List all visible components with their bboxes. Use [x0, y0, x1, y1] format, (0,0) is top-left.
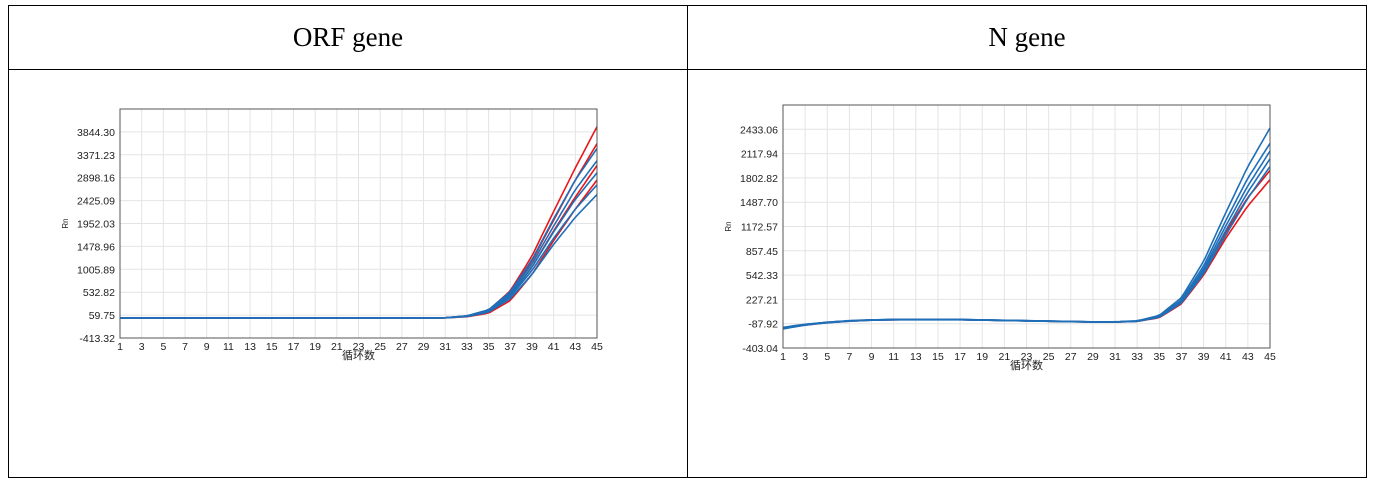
y-tick-label: -87.92 [748, 319, 778, 331]
figure-table: ORF gene N gene -413.32 59.75 532.82 1005.8… [8, 5, 1367, 478]
x-tick-label: 31 [439, 341, 451, 353]
x-tick-label: 21 [331, 341, 343, 353]
x-tick-label: 27 [396, 341, 408, 353]
x-tick-label: 7 [846, 351, 852, 363]
n-gene-chart: -403.04-87.92227.21542.33857.451172.5714… [724, 104, 1276, 372]
x-tick-label: 45 [1264, 351, 1276, 363]
y-tick-label: 1172.57 [741, 222, 778, 234]
x-tick-label: 5 [160, 341, 166, 353]
x-tick-label: 43 [1242, 351, 1254, 363]
x-tick-label: 37 [504, 341, 516, 353]
y-axis-title: Rn [724, 221, 733, 231]
x-tick-label: 35 [483, 341, 495, 353]
x-tick-label: 25 [1043, 351, 1055, 363]
series-line-8 [120, 194, 598, 319]
x-tick-label: 7 [182, 341, 188, 353]
x-tick-label: 17 [288, 341, 300, 353]
y-tick-label: 1478.96 [77, 241, 115, 253]
x-tick-label: 23 [1021, 351, 1033, 363]
orf-gene-header: ORF gene [8, 5, 688, 70]
x-tick-label: 11 [888, 351, 899, 363]
x-tick-label: 35 [1153, 351, 1165, 363]
n-chart-cell: -403.04 -87.92 227.21 542.33 857.45 1172.57 14… [687, 69, 1367, 478]
x-tick-label: 13 [244, 341, 256, 353]
y-tick-label: 2898.16 [77, 173, 115, 185]
x-tick-label: 19 [309, 341, 321, 353]
x-tick-label: 1 [117, 341, 123, 353]
y-tick-label: 857.45 [746, 246, 778, 258]
x-tick-label: 3 [139, 341, 145, 353]
x-axis-title: 循环数 [1010, 359, 1043, 372]
y-tick-label: -403.04 [742, 343, 778, 355]
orf-chart-cell: -413.32 59.75 532.82 1005.89 1478.96 1952.03 2… [8, 69, 688, 478]
x-tick-label: 33 [1131, 351, 1143, 363]
x-tick-label: 1 [780, 351, 786, 363]
x-tick-label: 29 [418, 341, 430, 353]
y-tick-label: 2433.06 [740, 124, 778, 136]
x-tick-label: 41 [548, 341, 560, 353]
x-tick-label: 17 [954, 351, 966, 363]
y-tick-label: 2117.94 [741, 149, 778, 161]
x-tick-label: 15 [932, 351, 944, 363]
x-tick-label: 29 [1087, 351, 1099, 363]
x-tick-label: 41 [1220, 351, 1232, 363]
x-tick-label: 31 [1109, 351, 1121, 363]
x-tick-label: 39 [1198, 351, 1210, 363]
x-tick-label: 9 [869, 351, 875, 363]
x-tick-label: 11 [223, 341, 234, 353]
y-tick-label: 542.33 [746, 270, 778, 282]
x-tick-label: 9 [204, 341, 210, 353]
x-tick-label: 5 [824, 351, 830, 363]
plot-frame [782, 104, 1271, 349]
x-tick-label: 13 [910, 351, 922, 363]
x-tick-label: 39 [526, 341, 538, 353]
x-tick-label: 25 [374, 341, 386, 353]
x-tick-label: 45 [591, 341, 603, 353]
y-tick-label: 3371.23 [77, 150, 115, 162]
x-tick-label: 37 [1176, 351, 1188, 363]
y-tick-label: 227.21 [746, 294, 778, 306]
y-tick-label: 2425.09 [77, 196, 115, 208]
x-tick-label: 23 [353, 341, 365, 353]
y-tick-label: 532.82 [83, 287, 115, 299]
y-tick-label: 3844.30 [77, 127, 115, 139]
y-tick-label: 1487.70 [740, 197, 778, 209]
y-axis-title: Rn [61, 218, 70, 228]
x-tick-label: 21 [999, 351, 1011, 363]
y-tick-label: 1802.82 [740, 173, 778, 185]
n-gene-header: N gene [687, 5, 1367, 70]
x-tick-label: 15 [266, 341, 278, 353]
x-axis-title: 循环数 [342, 349, 375, 362]
y-tick-label: 59.75 [89, 310, 115, 322]
orf-gene-chart: -413.32 59.75 532.82 1005.89 1478.96 1952.03 2… [61, 108, 603, 362]
x-tick-label: 33 [461, 341, 473, 353]
y-tick-label: 1952.03 [77, 218, 115, 230]
x-tick-label: 27 [1065, 351, 1077, 363]
x-tick-label: 19 [976, 351, 988, 363]
x-tick-label: 3 [802, 351, 808, 363]
y-tick-label: 1005.89 [77, 264, 115, 276]
plot-frame [119, 108, 598, 339]
series-line-6 [782, 166, 1271, 330]
y-tick-label: -413.32 [79, 333, 115, 345]
x-tick-label: 43 [569, 341, 581, 353]
